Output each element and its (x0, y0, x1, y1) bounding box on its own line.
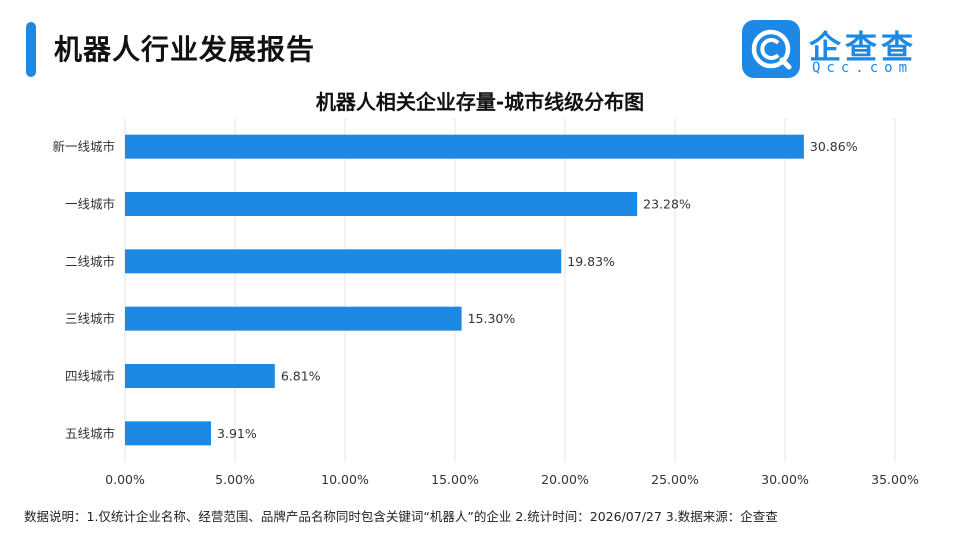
x-tick-label: 35.00% (871, 472, 919, 487)
x-tick-label: 25.00% (651, 472, 699, 487)
bar (125, 306, 462, 331)
x-tick-label: 15.00% (431, 472, 479, 487)
y-tick-label: 三线城市 (65, 311, 115, 326)
x-tick-label: 20.00% (541, 472, 589, 487)
logo-name: 企查查 (809, 28, 918, 66)
bar (125, 421, 212, 446)
logo-domain: Qcc.com (812, 60, 914, 76)
y-tick-label: 一线城市 (65, 197, 115, 212)
title-accent-bar (26, 22, 36, 77)
x-tick-label: 30.00% (761, 472, 809, 487)
x-tick-label: 10.00% (321, 472, 369, 487)
brand-logo: 企查查 Qcc.com (742, 20, 942, 80)
x-tick-label: 0.00% (105, 472, 145, 487)
x-tick-label: 5.00% (215, 472, 255, 487)
y-tick-label: 新一线城市 (52, 139, 115, 154)
bar (125, 134, 804, 159)
report-title: 机器人行业发展报告 (54, 33, 316, 66)
y-tick-label: 二线城市 (65, 254, 115, 269)
y-tick-label: 四线城市 (65, 369, 115, 384)
chart-title: 机器人相关企业存量-城市线级分布图 (315, 90, 645, 114)
bar (125, 192, 638, 216)
y-tick-label: 五线城市 (65, 426, 115, 441)
data-label: 23.28% (643, 197, 691, 212)
data-label: 30.86% (810, 139, 858, 154)
footer-note: 数据说明：1.仅统计企业名称、经营范围、品牌产品名称同时包含关键词“机器人”的企… (24, 509, 778, 524)
data-label: 15.30% (468, 311, 516, 326)
data-label: 19.83% (567, 254, 615, 269)
bar (125, 249, 562, 274)
data-label: 3.91% (217, 426, 257, 441)
data-label: 6.81% (281, 369, 321, 384)
bar (125, 364, 275, 388)
qcc-logo-icon (742, 20, 800, 78)
